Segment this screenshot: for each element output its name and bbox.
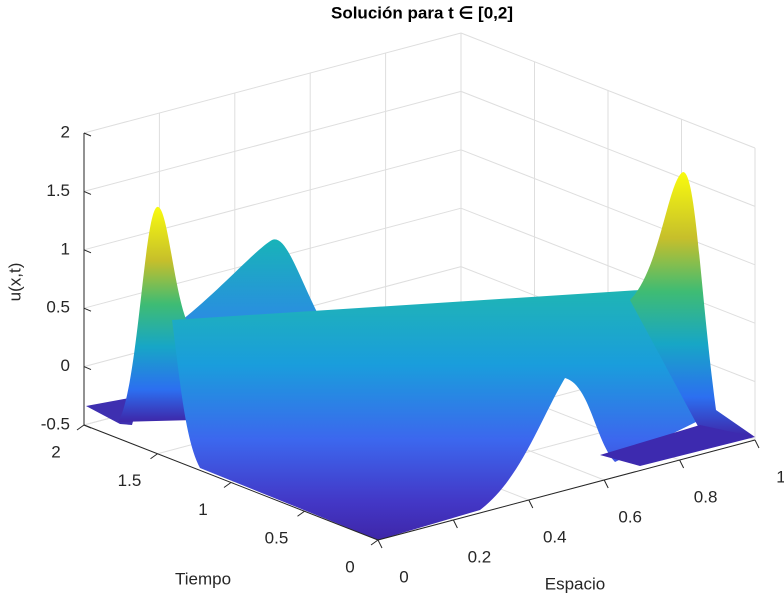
grid-line xyxy=(460,32,756,149)
z-tick xyxy=(83,132,92,137)
y-tick xyxy=(150,453,158,460)
y-tick-label: 2 xyxy=(51,442,60,461)
z-tick-label: -0.5 xyxy=(41,414,70,433)
surface xyxy=(86,172,755,540)
y-tick xyxy=(76,424,85,431)
y-axis-label: Tiempo xyxy=(175,569,231,588)
z-tick xyxy=(83,424,92,429)
z-tick xyxy=(83,190,92,195)
z-tick-label: 2 xyxy=(61,122,70,141)
x-tick xyxy=(679,459,685,469)
grid-line xyxy=(83,32,462,134)
x-tick-label: 0 xyxy=(399,567,408,586)
z-tick xyxy=(83,366,92,371)
grid-line xyxy=(83,90,462,192)
y-tick-label: 0.5 xyxy=(265,529,289,548)
z-tick-label: 0.5 xyxy=(46,298,70,317)
z-tick-label: 0 xyxy=(61,356,70,375)
x-axis-line xyxy=(377,439,756,541)
x-tick xyxy=(528,499,534,509)
axes: 0 0.2 0.4 0.6 0.8 1 0 0.5 1 1.5 2 -0.5 0 0.5 1 1.5 2 xyxy=(41,122,784,586)
grid-line xyxy=(460,207,756,324)
surface-patch xyxy=(118,206,195,422)
surface-patch xyxy=(182,239,320,332)
x-tick-label: 0.4 xyxy=(543,527,567,546)
y-tick-label: 1 xyxy=(198,500,207,519)
x-axis-label: Espacio xyxy=(545,574,605,593)
z-tick-label: 1 xyxy=(61,239,70,258)
grid-line xyxy=(460,90,756,207)
surface-patch xyxy=(600,425,755,466)
grid-line xyxy=(460,149,756,266)
x-tick xyxy=(377,539,383,549)
y-tick xyxy=(297,510,305,517)
x-tick xyxy=(754,439,760,449)
y-tick-label: 1.5 xyxy=(118,471,142,490)
y-tick xyxy=(370,539,379,546)
z-axis-label: u(x,t) xyxy=(5,263,24,302)
z-tick xyxy=(83,307,92,312)
grid-line xyxy=(83,149,462,251)
x-tick xyxy=(603,479,609,489)
z-tick xyxy=(83,249,92,254)
x-tick-label: 0.2 xyxy=(468,547,492,566)
x-tick xyxy=(452,519,458,529)
chart-title: Solución para t ∈ [0,2] xyxy=(331,3,513,22)
x-tick-label: 0.8 xyxy=(694,487,718,506)
x-tick-label: 0.6 xyxy=(618,507,642,526)
z-tick-label: 1.5 xyxy=(46,181,70,200)
surface-patch xyxy=(172,290,700,540)
surface-patch xyxy=(630,172,755,437)
y-tick xyxy=(223,482,232,488)
x-tick-label: 1 xyxy=(776,467,784,486)
y-tick-label: 0 xyxy=(345,557,354,576)
